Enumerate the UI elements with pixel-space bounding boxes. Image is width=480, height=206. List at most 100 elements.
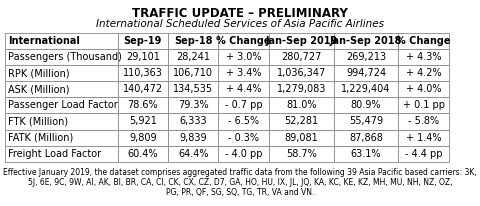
Bar: [269, 130, 334, 146]
Text: % Change: % Change: [396, 36, 451, 46]
Text: PG, PR, QF, SG, SQ, TG, TR, VA and VN.: PG, PR, QF, SG, SQ, TG, TR, VA and VN.: [166, 188, 314, 197]
Bar: [168, 33, 218, 49]
Text: 269,213: 269,213: [346, 52, 386, 62]
Bar: [118, 49, 168, 65]
Text: + 4.3%: + 4.3%: [406, 52, 441, 62]
Bar: [334, 81, 398, 97]
Bar: [218, 65, 269, 81]
Text: 5J, 6E, 9C, 9W, AI, AK, BI, BR, CA, CI, CK, CX, CZ, D7, GA, HO, HU, IX, JL, JQ, : 5J, 6E, 9C, 9W, AI, AK, BI, BR, CA, CI, …: [28, 178, 452, 187]
Text: + 4.2%: + 4.2%: [406, 68, 442, 78]
Bar: [118, 114, 168, 130]
Text: 63.1%: 63.1%: [351, 149, 381, 159]
Text: + 4.4%: + 4.4%: [226, 84, 261, 94]
Text: 5,921: 5,921: [129, 116, 157, 126]
Bar: [118, 33, 168, 49]
Bar: [218, 97, 269, 114]
Text: Effective January 2019, the dataset comprises aggregated traffic data from the f: Effective January 2019, the dataset comp…: [3, 168, 477, 177]
Text: + 1.4%: + 1.4%: [406, 133, 441, 143]
Text: 9,809: 9,809: [129, 133, 156, 143]
Text: - 5.8%: - 5.8%: [408, 116, 439, 126]
Text: TRAFFIC UPDATE – PRELIMINARY: TRAFFIC UPDATE – PRELIMINARY: [132, 7, 348, 20]
Bar: [118, 130, 168, 146]
Text: 58.7%: 58.7%: [286, 149, 317, 159]
Bar: [398, 146, 449, 162]
Bar: [269, 65, 334, 81]
Text: 28,241: 28,241: [176, 52, 210, 62]
Bar: [269, 97, 334, 114]
Bar: [168, 65, 218, 81]
Text: FATK (Million): FATK (Million): [8, 133, 73, 143]
Bar: [5, 81, 118, 97]
Text: 106,710: 106,710: [173, 68, 213, 78]
Bar: [218, 81, 269, 97]
Bar: [118, 97, 168, 114]
Text: FTK (Million): FTK (Million): [8, 116, 68, 126]
Bar: [334, 114, 398, 130]
Text: + 0.1 pp: + 0.1 pp: [403, 100, 444, 110]
Bar: [5, 49, 118, 65]
Text: International Scheduled Services of Asia Pacific Airlines: International Scheduled Services of Asia…: [96, 19, 384, 29]
Bar: [334, 130, 398, 146]
Text: RPK (Million): RPK (Million): [8, 68, 70, 78]
Bar: [398, 81, 449, 97]
Bar: [118, 81, 168, 97]
Text: Jan-Sep 2018: Jan-Sep 2018: [330, 36, 402, 46]
Bar: [398, 97, 449, 114]
Text: 280,727: 280,727: [281, 52, 322, 62]
Text: 79.3%: 79.3%: [178, 100, 208, 110]
Bar: [218, 130, 269, 146]
Text: 81.0%: 81.0%: [286, 100, 316, 110]
Text: 55,479: 55,479: [349, 116, 383, 126]
Bar: [168, 130, 218, 146]
Text: 29,101: 29,101: [126, 52, 160, 62]
Bar: [5, 114, 118, 130]
Text: + 3.0%: + 3.0%: [226, 52, 261, 62]
Text: 1,279,083: 1,279,083: [276, 84, 326, 94]
Text: 6,333: 6,333: [180, 116, 207, 126]
Text: 1,036,347: 1,036,347: [276, 68, 326, 78]
Text: % Change: % Change: [216, 36, 271, 46]
Bar: [218, 33, 269, 49]
Bar: [398, 49, 449, 65]
Bar: [218, 49, 269, 65]
Bar: [334, 33, 398, 49]
Text: 64.4%: 64.4%: [178, 149, 208, 159]
Bar: [5, 33, 118, 49]
Text: Passenger Load Factor: Passenger Load Factor: [8, 100, 118, 110]
Text: 140,472: 140,472: [123, 84, 163, 94]
Text: 78.6%: 78.6%: [128, 100, 158, 110]
Bar: [218, 114, 269, 130]
Text: Jan-Sep 2019: Jan-Sep 2019: [265, 36, 337, 46]
Text: 110,363: 110,363: [123, 68, 163, 78]
Text: 60.4%: 60.4%: [128, 149, 158, 159]
Text: 134,535: 134,535: [173, 84, 213, 94]
Text: 52,281: 52,281: [284, 116, 318, 126]
Bar: [5, 65, 118, 81]
Bar: [398, 65, 449, 81]
Bar: [334, 97, 398, 114]
Text: 994,724: 994,724: [346, 68, 386, 78]
Bar: [269, 33, 334, 49]
Text: 80.9%: 80.9%: [351, 100, 381, 110]
Bar: [5, 146, 118, 162]
Text: - 6.5%: - 6.5%: [228, 116, 259, 126]
Bar: [334, 65, 398, 81]
Text: 1,229,404: 1,229,404: [341, 84, 391, 94]
Bar: [168, 114, 218, 130]
Bar: [334, 146, 398, 162]
Text: + 3.4%: + 3.4%: [226, 68, 261, 78]
Bar: [168, 49, 218, 65]
Text: 9,839: 9,839: [180, 133, 207, 143]
Text: Passengers (Thousand): Passengers (Thousand): [8, 52, 122, 62]
Text: - 0.3%: - 0.3%: [228, 133, 259, 143]
Bar: [168, 146, 218, 162]
Text: Sep-18: Sep-18: [174, 36, 213, 46]
Bar: [398, 114, 449, 130]
Bar: [168, 97, 218, 114]
Text: - 4.0 pp: - 4.0 pp: [225, 149, 263, 159]
Text: ASK (Million): ASK (Million): [8, 84, 70, 94]
Bar: [269, 81, 334, 97]
Bar: [5, 130, 118, 146]
Bar: [118, 146, 168, 162]
Text: - 0.7 pp: - 0.7 pp: [225, 100, 263, 110]
